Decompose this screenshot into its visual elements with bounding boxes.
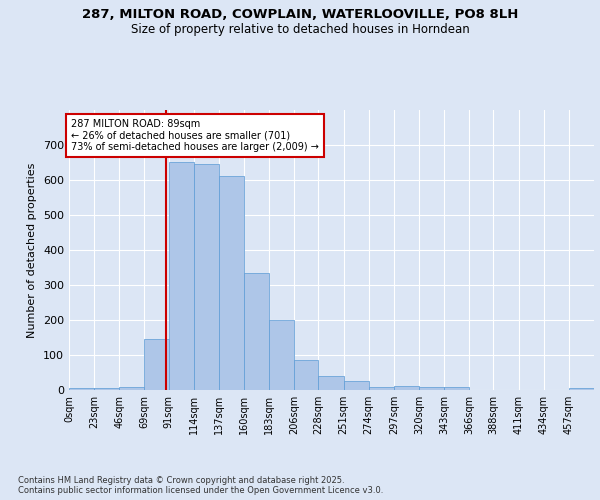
Bar <box>394 386 419 390</box>
Text: 287 MILTON ROAD: 89sqm
← 26% of detached houses are smaller (701)
73% of semi-de: 287 MILTON ROAD: 89sqm ← 26% of detached… <box>71 118 319 152</box>
Bar <box>169 162 194 390</box>
Bar <box>319 376 344 390</box>
Bar <box>344 381 368 390</box>
Bar <box>295 360 319 390</box>
Text: Contains HM Land Registry data © Crown copyright and database right 2025.
Contai: Contains HM Land Registry data © Crown c… <box>18 476 383 495</box>
Bar <box>444 387 469 390</box>
Bar <box>368 386 394 390</box>
Bar <box>269 320 295 390</box>
Bar <box>145 339 169 390</box>
Text: 287, MILTON ROAD, COWPLAIN, WATERLOOVILLE, PO8 8LH: 287, MILTON ROAD, COWPLAIN, WATERLOOVILL… <box>82 8 518 20</box>
Text: Size of property relative to detached houses in Horndean: Size of property relative to detached ho… <box>131 22 469 36</box>
Bar <box>94 388 119 390</box>
Bar <box>219 176 244 390</box>
Bar <box>194 164 219 390</box>
Bar <box>244 273 269 390</box>
Bar <box>69 388 94 390</box>
Y-axis label: Number of detached properties: Number of detached properties <box>28 162 37 338</box>
Bar <box>119 386 145 390</box>
Bar <box>419 386 444 390</box>
Bar <box>569 388 594 390</box>
